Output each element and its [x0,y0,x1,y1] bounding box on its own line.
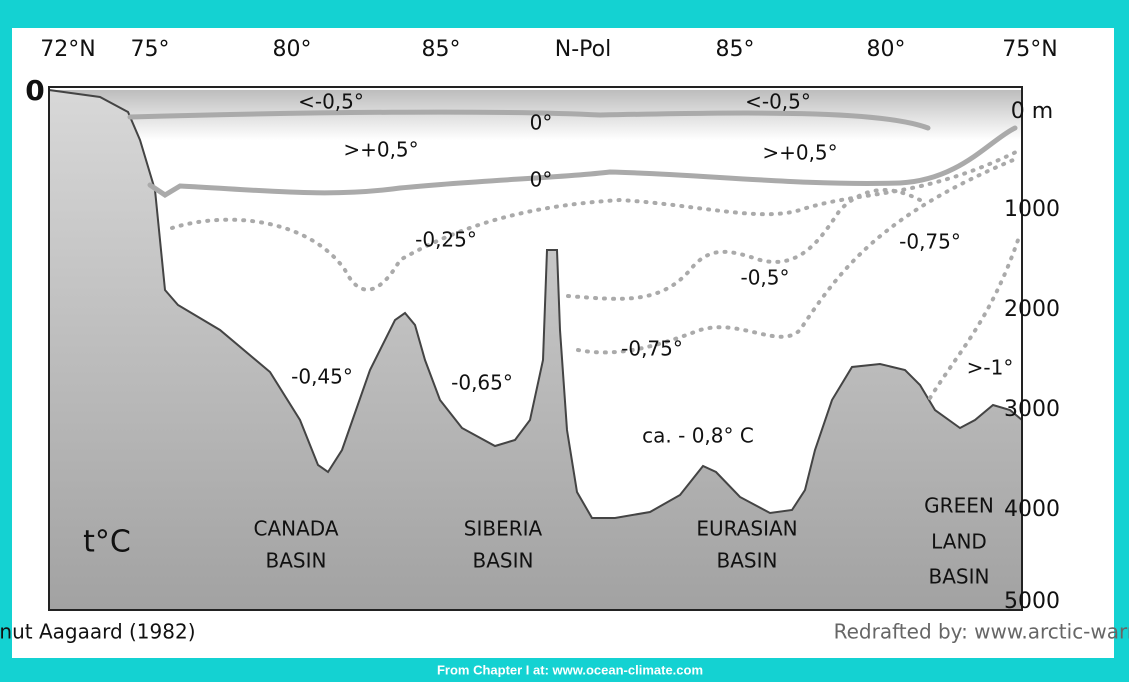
temperature-label: -0,45° [291,365,353,389]
redrafted: Redrafted by: www.arctic-warming.com [834,620,1129,644]
temperature-label: <-0,5° [298,90,364,114]
sea-floor [48,88,1023,611]
depth-label: 5000 [1004,589,1060,614]
depth-label: 1000 [1004,197,1060,222]
depth-label: 0 m [1011,99,1053,124]
basin-label: BASIN [473,549,534,573]
temperature-label: >+0,5° [762,141,837,165]
temperature-label: >+0,5° [343,138,418,162]
temperature-label: -0,75° [899,230,961,254]
latitude-label: 75°N [1002,37,1057,62]
basin-label: BASIN [929,565,990,589]
temperature-label: <-0,5° [745,90,811,114]
temperature-label: -0,5° [740,266,789,290]
depth-label: 3000 [1004,397,1060,422]
temperature-label: >-1° [967,356,1014,380]
basin-label: EURASIAN [696,517,797,541]
isotherms [127,109,1018,198]
dotted-isotherms [170,148,1022,400]
temperature-label: -0,75° [621,337,683,361]
latitude-label: N-Pol [555,37,611,62]
source: Source: Knut Aagaard (1982) [0,620,196,644]
latitude-label: 85° [422,37,461,62]
latitude-label: 80° [273,37,312,62]
latitude-label: 72°N [40,37,95,62]
basin-label: BASIN [266,549,327,573]
depth-label: 2000 [1004,297,1060,322]
temperature-label: -0,25° [415,228,477,252]
surface-label: 0 [25,74,44,107]
frame [48,86,1023,611]
latitude-label: 80° [867,37,906,62]
latitude-label: 75° [131,37,170,62]
latitude-label: 85° [716,37,755,62]
basin-label: CANADA [253,517,338,541]
depth-label: 4000 [1004,497,1060,522]
basin-label: GREEN [924,494,994,518]
basin-label: BASIN [717,549,778,573]
temperature-label: 0° [530,111,553,135]
unit-label: t°C [83,525,131,560]
temperature-label: ca. - 0,8° C [642,424,754,448]
footer: From Chapter I at: www.ocean-climate.com [437,662,703,677]
temperature-label: -0,65° [451,371,513,395]
temperature-label: 0° [530,168,553,192]
basin-label: LAND [931,530,987,554]
basin-label: SIBERIA [464,517,543,541]
